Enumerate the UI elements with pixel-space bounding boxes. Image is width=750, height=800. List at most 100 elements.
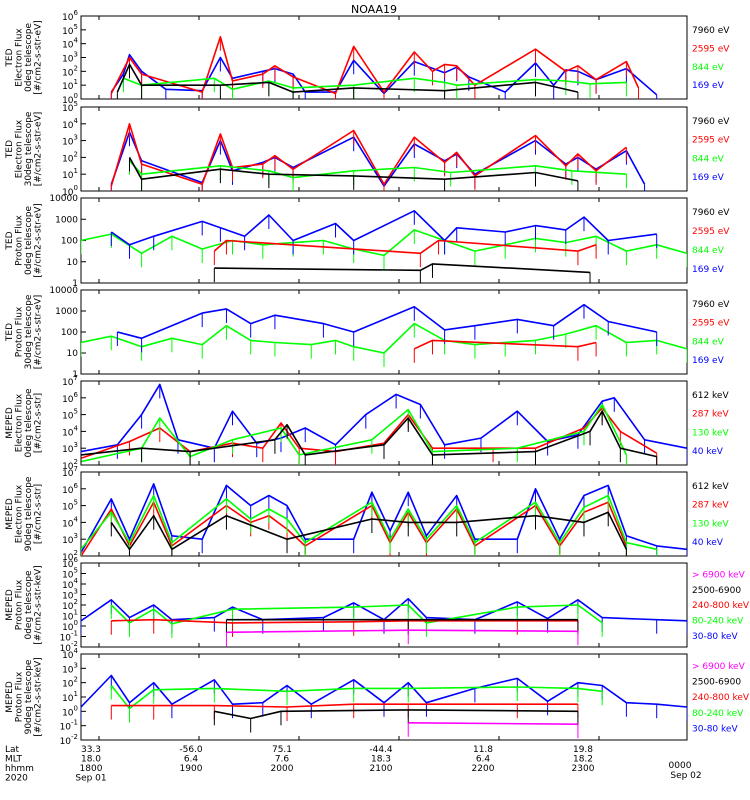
series-line-red <box>413 339 597 350</box>
y-tick-label: 106 <box>62 9 78 23</box>
footer-value: 75.1 <box>272 745 292 755</box>
y-axis-label: TEDElectron Flux30deg telescope[#/cm2-s-… <box>5 111 44 186</box>
y-tick-label: 104 <box>62 37 78 51</box>
legend-entry: 40 keV <box>692 447 724 457</box>
legend-entry: 612 keV <box>692 482 729 492</box>
legend-entry: 80-240 keV <box>692 709 744 719</box>
series-group <box>81 597 687 647</box>
y-tick-label: 107 <box>62 374 78 388</box>
footer-value: -44.4 <box>369 745 393 755</box>
legend-entry: 2595 eV <box>692 319 730 329</box>
y-tick-label: 10 <box>67 349 79 359</box>
y-tick-label: 103 <box>62 588 78 602</box>
y-tick-label: 10-2 <box>60 733 78 747</box>
legend-entry: 2595 eV <box>692 44 730 54</box>
panel-meped-e-90: 102 103 104 105 106 107 MEPEDElectron Flux90de… <box>5 465 729 563</box>
footer-value: 18.0 <box>81 755 101 765</box>
y-tick-label: 104 <box>62 577 78 591</box>
y-tick-label: 102 <box>62 598 78 612</box>
series-line-black <box>214 263 591 274</box>
y-tick-label: 10-2 <box>60 640 78 654</box>
legend-entry: > 6900 keV <box>692 571 746 581</box>
footer-value: -56.0 <box>179 745 203 755</box>
y-axis-label: MEPEDElectron Flux0deg telescope[#/cm2-s… <box>5 388 44 458</box>
y-tick-label: 105 <box>62 23 78 37</box>
y-tick-label: 105 <box>62 100 78 114</box>
series-group <box>81 303 687 367</box>
y-tick-label: 102 <box>62 549 78 563</box>
footer-value: 6.4 <box>476 755 491 765</box>
y-axis-label: MEPEDProton Flux0deg telescope[#/cm2-s-s… <box>5 565 44 644</box>
legend-entry: 7960 eV <box>692 300 730 310</box>
y-tick-label: 106 <box>62 556 78 570</box>
series-line-red <box>110 123 627 187</box>
legend-entry: 240-800 keV <box>692 693 750 703</box>
footer-value: Sep 01 <box>75 774 106 784</box>
legend-entry: 7960 eV <box>692 117 730 127</box>
legend-entry: 287 keV <box>692 501 729 511</box>
y-tick-label: 103 <box>62 661 78 675</box>
y-tick-label: 100 <box>62 184 78 198</box>
footer-end-label: 0000 <box>669 761 692 771</box>
y-tick-label: 102 <box>62 458 78 472</box>
y-tick-label: 100 <box>62 92 78 106</box>
series-group <box>110 35 658 99</box>
y-tick-label: 103 <box>62 441 78 455</box>
y-tick-label: 103 <box>62 51 78 65</box>
series-line-blue <box>81 597 687 622</box>
panel-ted-e-30: 100 101 102 103 104 105 TEDElectron Flux30deg … <box>5 100 730 198</box>
series-line-magenta <box>226 629 578 634</box>
footer-row-label: hhmm <box>5 764 34 774</box>
y-tick-label: 100 <box>61 328 78 338</box>
y-tick-label: 106 <box>62 391 78 405</box>
y-tick-label: 102 <box>62 676 78 690</box>
footer-value: 18.3 <box>371 755 391 765</box>
series-line-blue <box>110 210 657 246</box>
y-tick-label: 10-1 <box>60 630 78 644</box>
y-tick-label: 101 <box>62 609 78 623</box>
y-tick-label: 105 <box>62 408 78 422</box>
series-line-blue <box>81 383 687 453</box>
footer-value: 1900 <box>180 764 203 774</box>
footer-value: 1800 <box>80 764 103 774</box>
y-tick-label: 1 <box>72 279 78 289</box>
y-tick-label: 1 <box>72 370 78 380</box>
series-line-red <box>213 239 597 255</box>
series-line-green <box>81 322 687 354</box>
y-tick-label: 104 <box>62 647 78 661</box>
series-line-green <box>128 160 627 179</box>
y-tick-label: 104 <box>62 515 78 529</box>
series-line-green <box>110 685 603 710</box>
legend-entry: 612 keV <box>692 391 729 401</box>
footer-value: 7.6 <box>275 755 290 765</box>
legend-entry: 844 eV <box>692 154 725 164</box>
y-tick-label: 101 <box>62 690 78 704</box>
series-line-black <box>116 63 579 93</box>
panel-ted-p-0: 1 10 100 1000 10000 TEDProton Flux0deg telesc… <box>5 194 730 289</box>
series-line-black <box>128 157 579 182</box>
legend-entry: 844 eV <box>692 337 725 347</box>
series-line-black <box>110 511 628 551</box>
legend-entry: > 6900 keV <box>692 662 746 672</box>
y-axis-label: TEDElectron Flux0deg telescope[#/cm2-s-s… <box>5 20 44 95</box>
series-line-magenta <box>408 722 578 725</box>
legend-entry: 7960 eV <box>692 26 730 36</box>
legend-entry: 2595 eV <box>692 136 730 146</box>
plot-frame <box>80 380 688 466</box>
footer-end-date: Sep 02 <box>670 771 701 781</box>
footer-row-label: 2020 <box>5 774 28 784</box>
y-tick-label: 100 <box>62 704 78 718</box>
y-tick-label: 102 <box>62 150 78 164</box>
series-line-red <box>111 703 578 708</box>
y-axis-label: TEDProton Flux0deg telescope[#/cm2-s-str… <box>5 203 44 278</box>
series-group <box>81 674 687 739</box>
y-tick-label: 103 <box>62 532 78 546</box>
y-tick-label: 105 <box>62 499 78 513</box>
legend-entry: 2500-6900 <box>692 678 741 688</box>
legend-entry: 169 eV <box>692 81 725 91</box>
